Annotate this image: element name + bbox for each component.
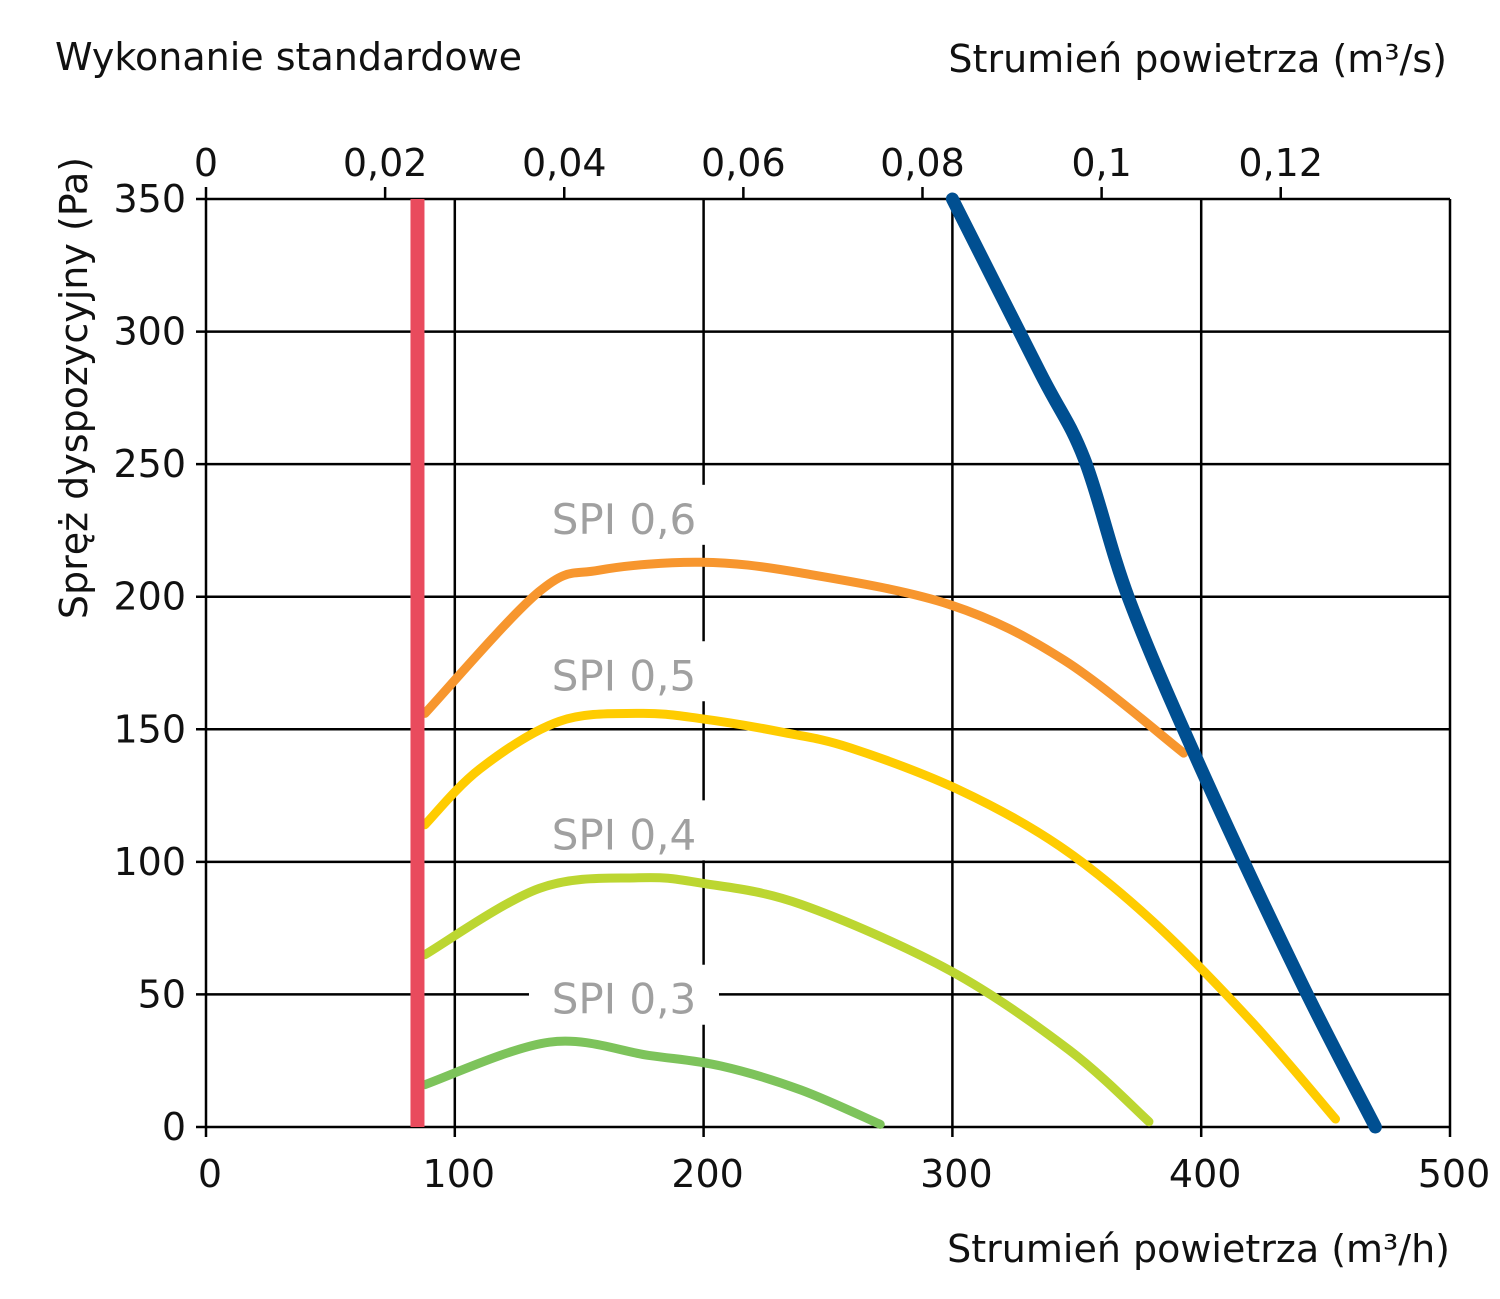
series-line-spi-0-5 xyxy=(420,708,1341,1124)
annotation-background xyxy=(528,964,719,1025)
y-tick-label: 200 xyxy=(113,575,186,619)
series-line-spi-0-6 xyxy=(420,557,1189,758)
x2-tick-label: 0 xyxy=(194,141,218,185)
x2-axis-label: Strumień powietrza (m³/s) xyxy=(948,37,1447,81)
annotation-background xyxy=(528,484,719,545)
series xyxy=(410,192,1382,1134)
chart-title: Wykonanie standardowe xyxy=(55,35,522,79)
series-line-spi-0-4 xyxy=(420,873,1154,1127)
x-tick-label: 0 xyxy=(198,1152,222,1196)
y-tick-label: 300 xyxy=(113,310,186,354)
y-tick-label: 50 xyxy=(138,972,186,1016)
annotation-label: SPI 0,4 xyxy=(552,810,697,859)
x-tick-label: 200 xyxy=(671,1152,744,1196)
y-tick-label: 350 xyxy=(113,177,186,221)
x-tick-label: 400 xyxy=(1169,1152,1242,1196)
series-line-spi-0-3 xyxy=(420,1036,885,1129)
x-tick-label: 500 xyxy=(1418,1152,1491,1196)
y-tick-label: 100 xyxy=(113,840,186,884)
x-tick-label: 100 xyxy=(423,1152,496,1196)
annotations: SPI 0,6 SPI 0,5 SPI 0,4 SPI 0,3 xyxy=(528,484,719,1025)
x2-tick-label: 0,08 xyxy=(880,141,965,185)
grid xyxy=(196,187,1452,1137)
annotation-label: SPI 0,3 xyxy=(552,975,697,1024)
x2-tick-label: 0,04 xyxy=(522,141,607,185)
x2-tick-label: 0,12 xyxy=(1238,141,1323,185)
x2-tick-label: 0,1 xyxy=(1071,141,1131,185)
y-axis-label: Spręż dyspozycyjny (Pa) xyxy=(52,157,96,619)
y-tick-label: 250 xyxy=(113,442,186,486)
annotation-label: SPI 0,6 xyxy=(552,495,697,544)
series-line-fan-curve xyxy=(945,192,1382,1134)
y-tick-label: 150 xyxy=(113,707,186,751)
y-tick-label: 0 xyxy=(162,1105,186,1149)
x2-tick-label: 0,06 xyxy=(701,141,786,185)
annotation-background xyxy=(528,800,719,861)
x-tick-label: 300 xyxy=(920,1152,993,1196)
x-axis-label: Strumień powietrza (m³/h) xyxy=(947,1227,1450,1271)
x2-tick-label: 0,02 xyxy=(343,141,428,185)
annotation-label: SPI 0,5 xyxy=(552,651,697,700)
annotation-background xyxy=(528,641,719,702)
